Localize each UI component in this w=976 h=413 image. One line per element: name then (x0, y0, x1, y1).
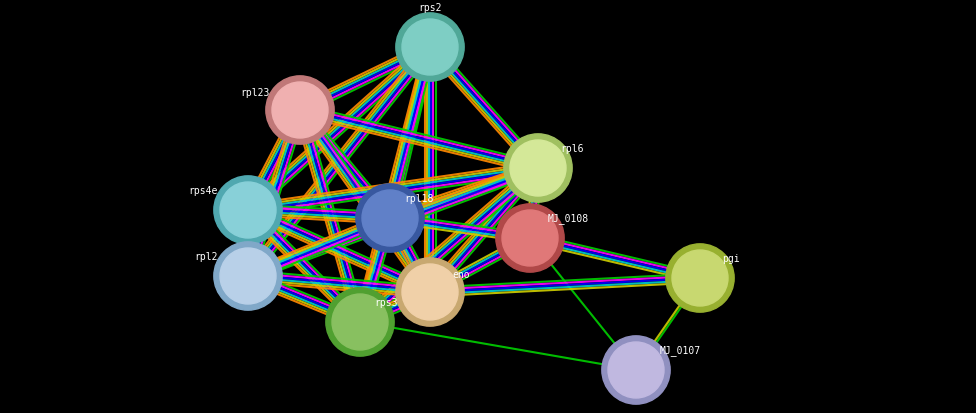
Text: MJ_0107: MJ_0107 (660, 345, 701, 356)
Circle shape (672, 250, 728, 306)
Text: pgi: pgi (722, 254, 740, 264)
Text: rpl18: rpl18 (404, 194, 433, 204)
Text: rps4e: rps4e (188, 186, 218, 196)
Text: eno: eno (452, 270, 469, 280)
Circle shape (332, 294, 388, 350)
Circle shape (510, 140, 566, 196)
Circle shape (396, 13, 465, 81)
Circle shape (602, 336, 671, 404)
Circle shape (396, 258, 465, 326)
Circle shape (402, 264, 458, 320)
Circle shape (265, 76, 334, 144)
Circle shape (220, 182, 276, 238)
Text: MJ_0108: MJ_0108 (548, 213, 590, 224)
Circle shape (272, 82, 328, 138)
Circle shape (214, 176, 282, 244)
Text: rpl2: rpl2 (194, 252, 218, 262)
Circle shape (496, 204, 564, 272)
Circle shape (326, 288, 394, 356)
Text: rps3: rps3 (374, 298, 397, 308)
Circle shape (502, 210, 558, 266)
Text: rps2: rps2 (419, 3, 442, 13)
Text: rpl6: rpl6 (560, 144, 584, 154)
Circle shape (214, 242, 282, 310)
Circle shape (402, 19, 458, 75)
Circle shape (608, 342, 664, 398)
Circle shape (356, 184, 425, 252)
Circle shape (362, 190, 418, 246)
Circle shape (504, 134, 572, 202)
Text: rpl23: rpl23 (241, 88, 270, 98)
Circle shape (220, 248, 276, 304)
Circle shape (666, 244, 734, 312)
